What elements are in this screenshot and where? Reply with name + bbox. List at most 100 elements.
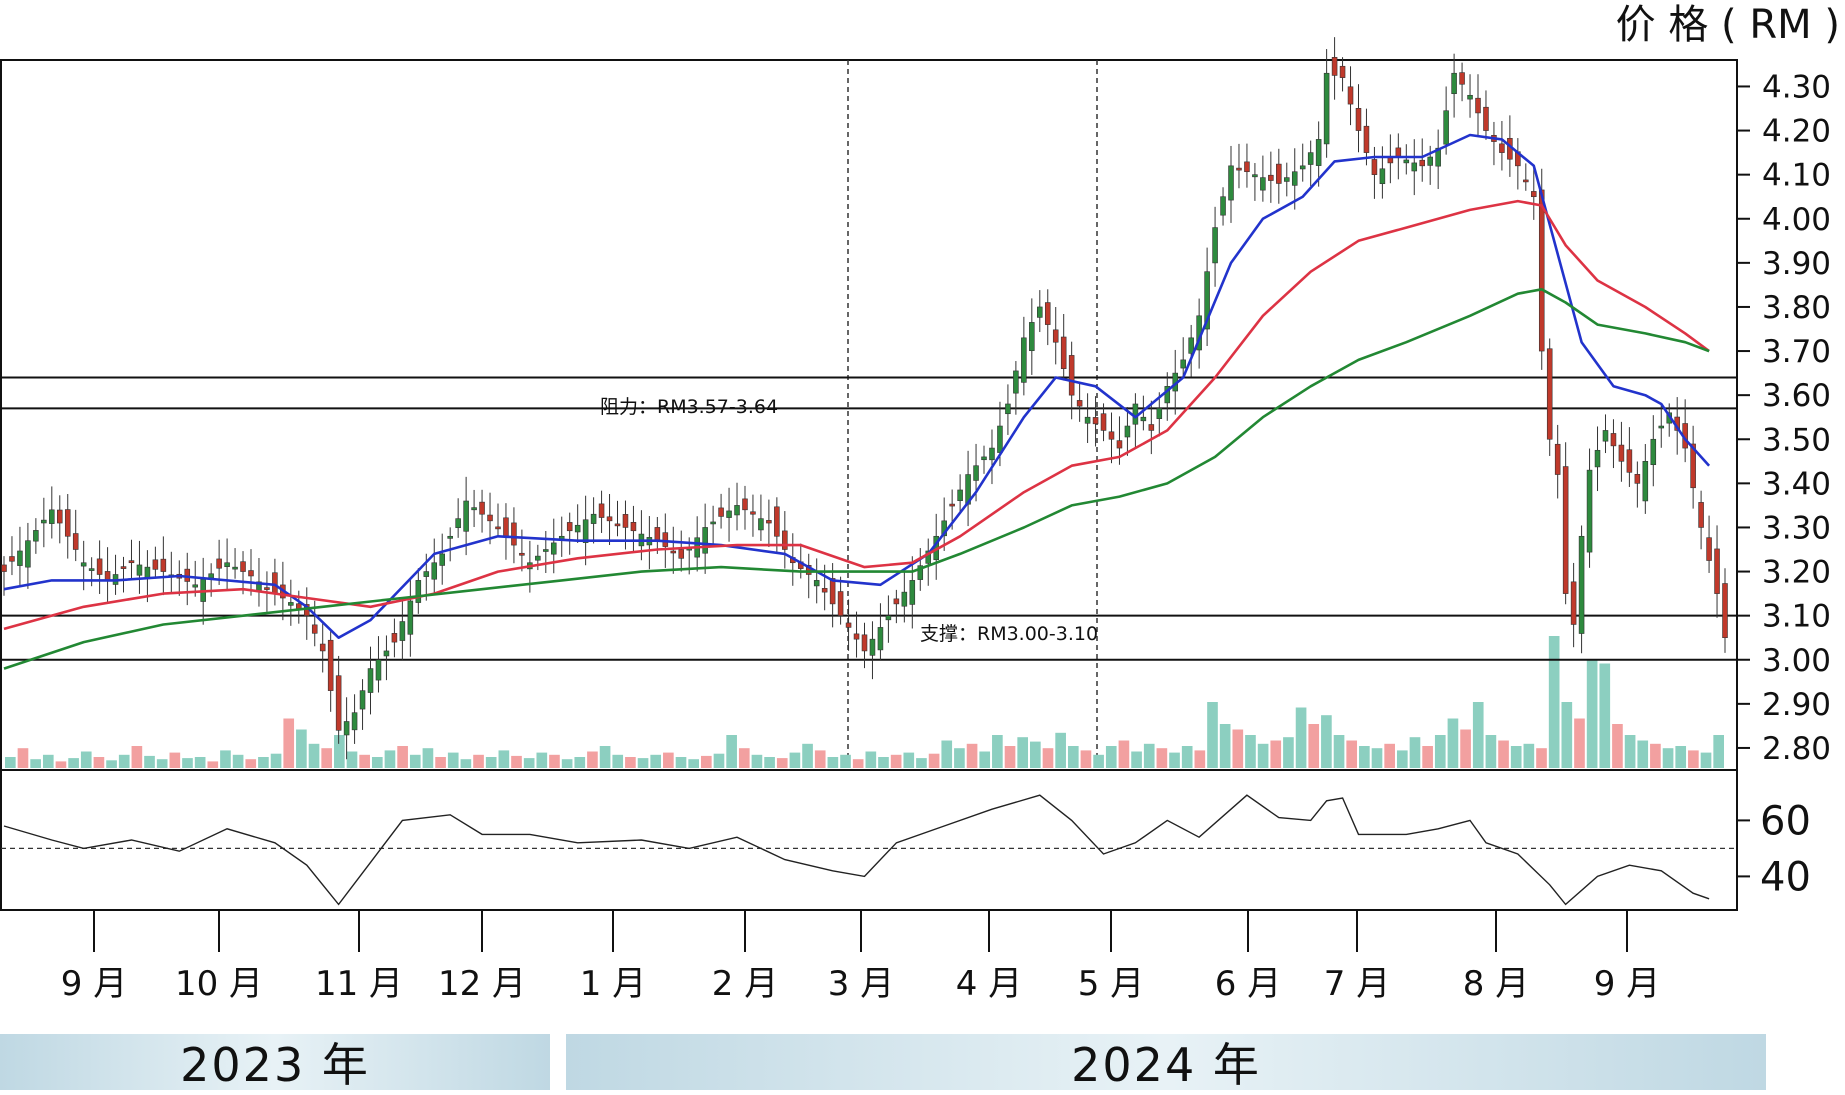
- candle-body: [1586, 469, 1593, 553]
- candle-body: [1419, 159, 1426, 167]
- volume-bar: [80, 751, 92, 768]
- candle-body: [1443, 110, 1449, 145]
- volume-bar: [1042, 748, 1054, 768]
- volume-bar: [650, 754, 662, 768]
- candle-body: [821, 588, 828, 593]
- candle-body: [893, 598, 900, 605]
- candle-body: [989, 447, 995, 461]
- volume-bar: [1118, 740, 1130, 768]
- candle-body: [1339, 65, 1346, 78]
- candle-body: [33, 530, 39, 542]
- candle-body: [49, 509, 55, 524]
- candle-body: [1021, 337, 1027, 383]
- volume-bar: [1700, 752, 1712, 768]
- candle-body: [1188, 337, 1194, 354]
- volume-bar: [68, 758, 79, 768]
- volume-bar: [840, 754, 851, 768]
- volume-bar: [688, 759, 699, 768]
- volume-bar: [156, 759, 168, 768]
- volume-bar: [473, 754, 484, 768]
- candle-body: [431, 562, 438, 580]
- candle-body: [487, 514, 493, 522]
- volume-bar: [182, 758, 193, 768]
- candle-body: [359, 690, 366, 710]
- volume-bar: [169, 752, 181, 768]
- volume-bar: [802, 743, 813, 768]
- y-tick-label: 3.30: [1762, 510, 1831, 546]
- candle-body: [981, 456, 987, 461]
- y-tick-label: 3.00: [1762, 643, 1831, 679]
- volume-bar: [1434, 735, 1446, 768]
- candle-body: [1610, 433, 1617, 447]
- candle-body: [1228, 165, 1234, 201]
- candle-body: [1690, 443, 1696, 489]
- candle-body: [1459, 72, 1465, 85]
- candle-body: [1371, 159, 1378, 175]
- candle-body: [1594, 449, 1601, 468]
- candle-body: [367, 668, 374, 693]
- volume-bar: [1245, 735, 1256, 768]
- volume-bar: [954, 748, 965, 768]
- moving-average-line: [3, 199, 1710, 631]
- candle-body: [248, 570, 254, 577]
- price-panel-frame: [0, 59, 1738, 771]
- volume-bar: [435, 757, 446, 768]
- candle-body: [1658, 425, 1665, 429]
- candle-body: [1363, 125, 1370, 153]
- candle-body: [845, 622, 852, 628]
- volume-bar: [334, 735, 345, 768]
- candle-body: [535, 555, 541, 561]
- candle-body: [885, 615, 892, 621]
- volume-bar: [1093, 754, 1104, 768]
- volume-bar: [1650, 743, 1661, 768]
- candle-body: [1068, 355, 1075, 396]
- year-band-2024: 2024 年: [566, 1034, 1766, 1092]
- candle-body: [1260, 177, 1266, 191]
- candle-body: [1355, 108, 1362, 131]
- volume-bar: [270, 753, 282, 768]
- volume-bar: [1219, 724, 1231, 768]
- candle-body: [160, 558, 167, 572]
- candle-body: [654, 527, 661, 541]
- candle-body: [1076, 400, 1083, 407]
- volume-bar: [928, 753, 940, 768]
- volume-bar: [979, 751, 991, 768]
- candle-body: [208, 573, 214, 579]
- candle-body: [1403, 159, 1410, 164]
- y-tick-label: 3.60: [1762, 378, 1831, 414]
- candle-body: [399, 621, 406, 641]
- candle-body: [726, 510, 732, 518]
- candle-body: [1499, 143, 1505, 153]
- volume-bar: [789, 752, 801, 768]
- candle-body: [1307, 152, 1314, 165]
- candle-body: [1602, 430, 1609, 442]
- candle-body: [662, 532, 669, 547]
- candle-body: [319, 643, 326, 652]
- volume-bar: [194, 757, 206, 768]
- y-axis-ticks: 4.30 4.20 4.10 4.00 3.90 3.80 3.70 3.60 3.50 3.40…: [1737, 69, 1831, 767]
- candle-body: [1395, 147, 1402, 158]
- candle-body: [1100, 413, 1107, 431]
- y-tick-label: 2.80: [1762, 731, 1831, 767]
- candle-body: [1124, 425, 1131, 438]
- candle-body: [813, 580, 820, 587]
- y-tick-label: 3.70: [1762, 334, 1831, 370]
- volume-bar: [1321, 715, 1332, 768]
- candle-body: [742, 498, 748, 511]
- candlesticks: [1, 37, 1728, 760]
- y-tick-label: 3.20: [1762, 555, 1831, 591]
- candle-body: [1244, 161, 1250, 173]
- volume-bar: [865, 751, 877, 768]
- y-tick-label: 3.10: [1762, 599, 1831, 635]
- volume-bar: [890, 754, 902, 768]
- y-tick-label: 3.90: [1762, 246, 1831, 282]
- candle-body: [909, 580, 916, 605]
- volume-bar: [511, 755, 522, 768]
- candle-body: [455, 518, 461, 529]
- candle-body: [1387, 157, 1394, 164]
- candle-body: [590, 513, 597, 524]
- candle-body: [232, 566, 238, 570]
- candle-body: [1570, 581, 1577, 625]
- moving-average-line: [3, 288, 1710, 670]
